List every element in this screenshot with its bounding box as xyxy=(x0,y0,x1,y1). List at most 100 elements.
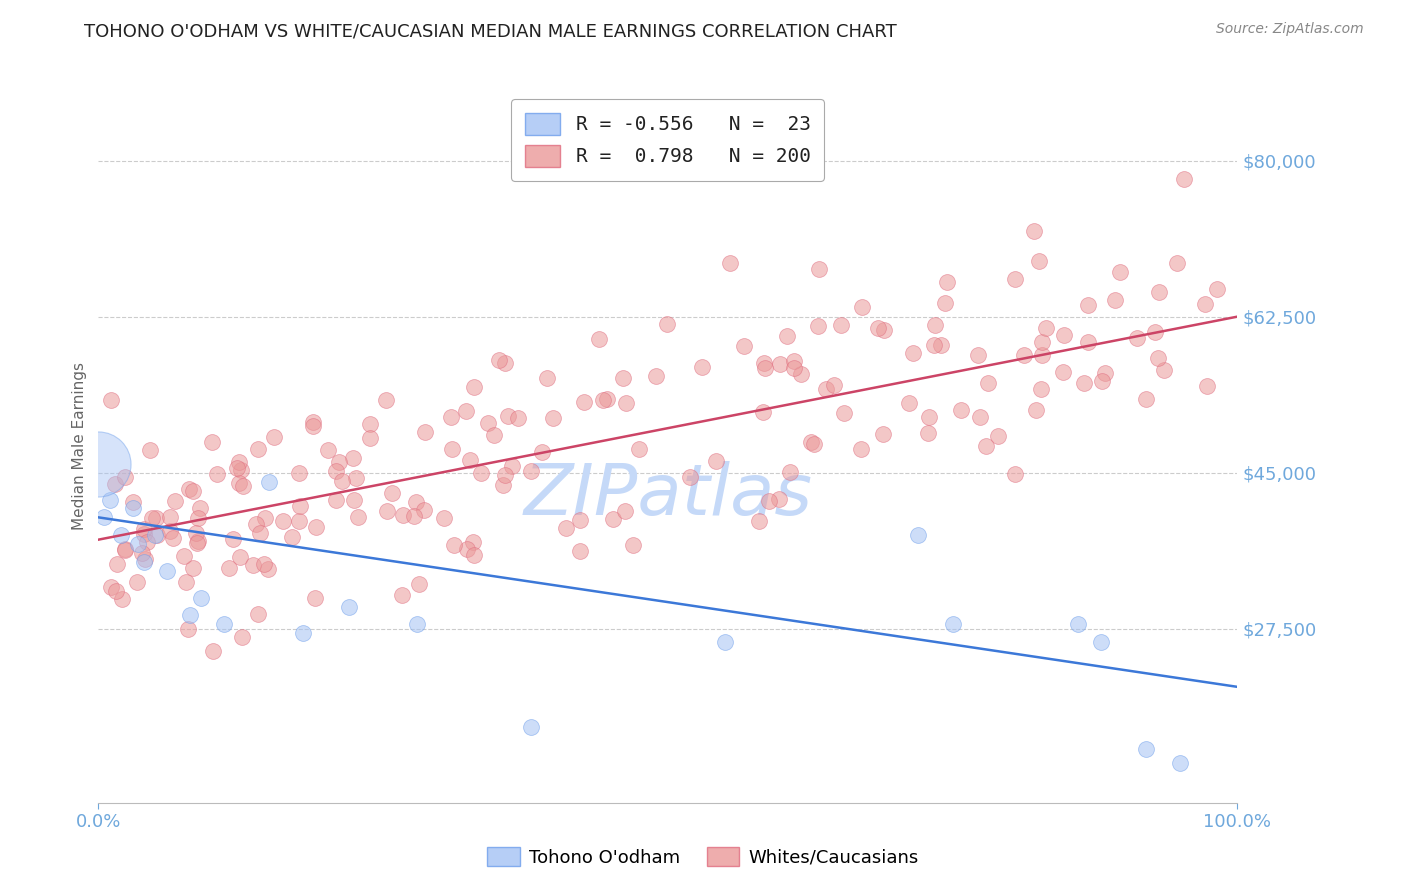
Point xyxy=(657,317,679,331)
Point xyxy=(752,356,775,370)
Point xyxy=(569,544,592,558)
Point xyxy=(132,555,155,569)
Point xyxy=(492,478,515,492)
Point xyxy=(823,378,845,392)
Point xyxy=(162,531,184,545)
Point xyxy=(751,405,773,419)
Point xyxy=(136,535,159,549)
Point xyxy=(769,357,792,371)
Point xyxy=(221,532,243,546)
Point xyxy=(872,427,894,442)
Point xyxy=(114,542,136,557)
Point xyxy=(1194,297,1216,311)
Point xyxy=(679,469,702,483)
Point xyxy=(1147,351,1170,365)
Point xyxy=(614,395,637,409)
Point xyxy=(1144,325,1167,339)
Point xyxy=(477,417,499,431)
Point xyxy=(866,321,889,335)
Point xyxy=(496,409,519,424)
Point xyxy=(347,509,370,524)
Point xyxy=(377,504,399,518)
Point xyxy=(1052,365,1074,379)
Point xyxy=(292,626,315,640)
Legend: Tohono O'odham, Whites/Caucasians: Tohono O'odham, Whites/Caucasians xyxy=(479,840,927,874)
Point xyxy=(1104,293,1126,308)
Point xyxy=(1077,297,1099,311)
Point xyxy=(508,410,530,425)
Point xyxy=(173,549,195,564)
Point xyxy=(704,453,727,467)
Point xyxy=(121,495,143,509)
Point xyxy=(201,644,224,658)
Point xyxy=(176,623,198,637)
Point xyxy=(392,508,415,522)
Point xyxy=(934,296,956,310)
Point xyxy=(494,468,516,483)
Point xyxy=(572,394,595,409)
Point xyxy=(139,443,162,458)
Point xyxy=(132,527,155,541)
Point xyxy=(231,630,253,644)
Point xyxy=(758,493,780,508)
Point xyxy=(1166,256,1188,270)
Point xyxy=(114,470,136,484)
Point xyxy=(114,542,136,557)
Point xyxy=(110,528,132,542)
Point xyxy=(131,546,153,560)
Point xyxy=(256,562,278,576)
Point xyxy=(132,522,155,536)
Point xyxy=(287,514,309,528)
Point xyxy=(263,430,285,444)
Point xyxy=(183,483,205,498)
Point xyxy=(718,256,741,270)
Point xyxy=(690,359,713,374)
Point xyxy=(936,275,959,289)
Point xyxy=(1014,348,1036,362)
Text: Source: ZipAtlas.com: Source: ZipAtlas.com xyxy=(1216,22,1364,37)
Point xyxy=(714,635,737,649)
Point xyxy=(246,442,269,457)
Text: TOHONO O'ODHAM VS WHITE/CAUCASIAN MEDIAN MALE EARNINGS CORRELATION CHART: TOHONO O'ODHAM VS WHITE/CAUCASIAN MEDIAN… xyxy=(84,22,897,40)
Point xyxy=(519,464,541,478)
Point xyxy=(1004,272,1026,286)
Point xyxy=(976,376,998,390)
Point xyxy=(342,450,364,465)
Point xyxy=(501,458,523,473)
Point xyxy=(281,530,304,544)
Point xyxy=(100,392,122,407)
Point xyxy=(1073,376,1095,391)
Point xyxy=(628,442,651,456)
Point xyxy=(1205,282,1227,296)
Point xyxy=(413,503,436,517)
Point xyxy=(253,557,276,571)
Point xyxy=(328,455,350,469)
Point xyxy=(779,466,801,480)
Point xyxy=(969,410,991,425)
Point xyxy=(530,445,553,459)
Point xyxy=(1022,224,1045,238)
Point xyxy=(494,356,516,370)
Point xyxy=(188,500,211,515)
Point xyxy=(808,262,831,277)
Point xyxy=(1126,331,1149,345)
Point xyxy=(1004,467,1026,482)
Point xyxy=(316,443,339,458)
Point xyxy=(187,534,209,549)
Point xyxy=(381,486,404,500)
Point xyxy=(918,409,941,424)
Point xyxy=(408,577,430,591)
Point xyxy=(246,607,269,621)
Point xyxy=(614,503,637,517)
Point xyxy=(803,437,825,451)
Point xyxy=(190,591,212,605)
Point xyxy=(249,525,271,540)
Point xyxy=(141,511,163,525)
Point xyxy=(1031,335,1053,350)
Point xyxy=(413,425,436,439)
Point xyxy=(146,527,169,541)
Point xyxy=(1091,374,1114,388)
Point xyxy=(288,466,311,480)
Point xyxy=(186,526,208,541)
Point xyxy=(375,392,398,407)
